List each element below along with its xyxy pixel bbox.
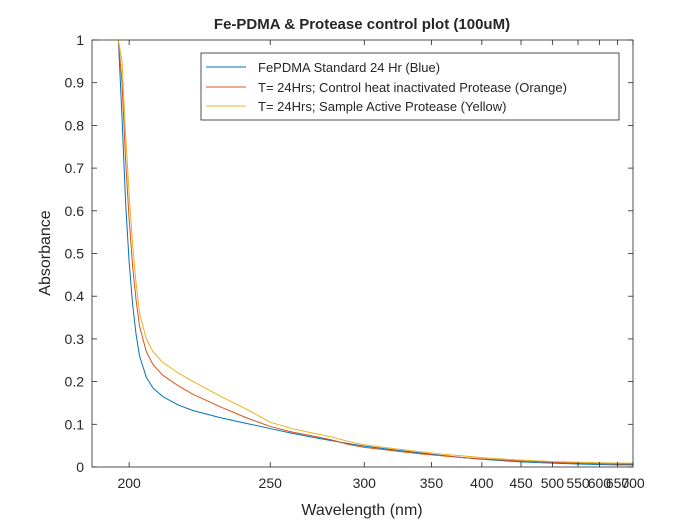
legend-box — [200, 52, 620, 121]
y-tick-label: 0.2 — [65, 374, 85, 390]
x-tick-label: 250 — [259, 475, 283, 491]
y-tick-label: 0 — [76, 459, 84, 475]
x-tick-label: 200 — [117, 475, 141, 491]
chart-title: Fe-PDMA & Protease control plot (100uM) — [214, 16, 510, 33]
y-tick-label: 0.1 — [65, 416, 85, 432]
series-line-1 — [117, 39, 633, 465]
y-tick-label: 0.6 — [65, 203, 85, 219]
x-tick-label: 400 — [470, 475, 494, 491]
x-tick-label: 350 — [420, 475, 444, 491]
y-tick-label: 0.3 — [65, 331, 85, 347]
legend-entry-orange: T= 24Hrs; Control heat inactivated Prote… — [258, 80, 567, 95]
y-tick-label: 0.7 — [65, 160, 85, 176]
series-lines — [117, 39, 633, 466]
x-tick-label: 500 — [541, 475, 565, 491]
legend-entry-blue: FePDMA Standard 24 Hr (Blue) — [258, 60, 440, 75]
series-line-2 — [117, 39, 633, 464]
y-axis: 0 0.1 0.2 0.3 0.4 0.5 0.6 0.7 0.8 0.9 1 — [65, 32, 633, 475]
y-tick-label: 0.5 — [65, 246, 85, 262]
legend-entry-yellow: T= 24Hrs; Sample Active Protease (Yellow… — [258, 99, 506, 114]
x-tick-label: 700 — [621, 475, 645, 491]
x-tick-label: 300 — [353, 475, 377, 491]
x-tick-label: 450 — [509, 475, 533, 491]
y-axis-label: Absorbance — [37, 210, 54, 295]
y-tick-label: 0.4 — [65, 288, 85, 304]
x-tick-label: 550 — [566, 475, 590, 491]
y-tick-label: 0.9 — [65, 75, 85, 91]
x-axis-label: Wavelength (nm) — [301, 502, 422, 519]
y-tick-label: 0.8 — [65, 117, 85, 133]
legend: FePDMA Standard 24 Hr (Blue) T= 24Hrs; C… — [200, 52, 620, 121]
x-tick-label: 600 — [588, 475, 612, 491]
x-tick-label: 650 — [606, 475, 630, 491]
y-tick-label: 1 — [76, 32, 84, 48]
series-line-0 — [117, 39, 633, 466]
